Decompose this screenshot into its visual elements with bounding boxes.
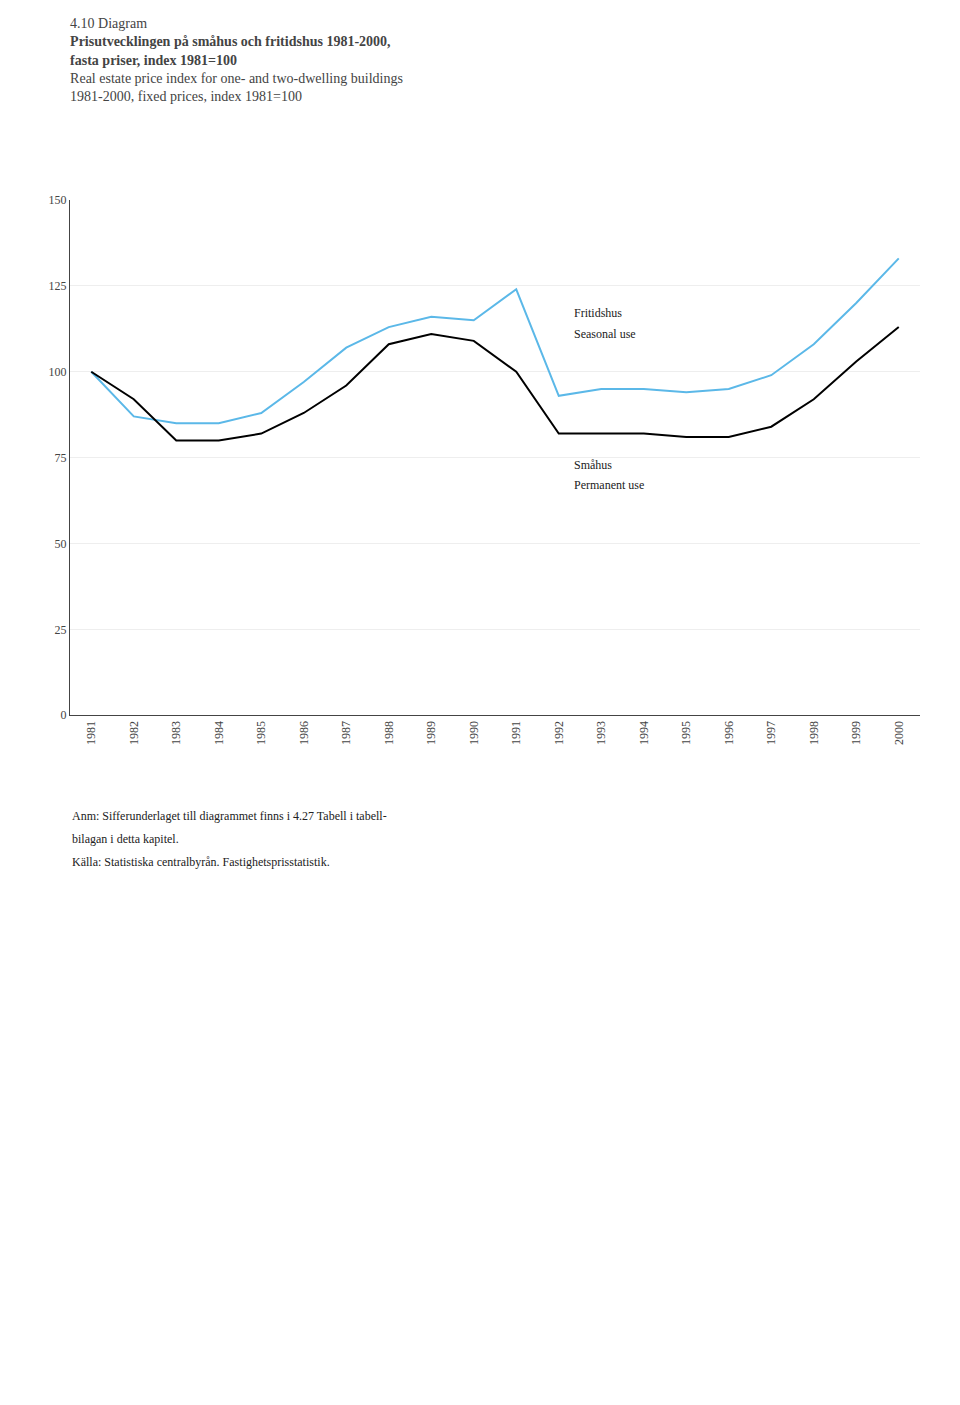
- svg-text:Anm: Sifferunderlaget till dia: Anm: Sifferunderlaget till diagrammet fi…: [72, 809, 387, 823]
- svg-text:1995: 1995: [679, 721, 693, 745]
- svg-text:1990: 1990: [467, 721, 481, 745]
- svg-text:4.10 DiagramPrisutvecklingen p: 4.10 DiagramPrisutvecklingen på småhus o…: [70, 16, 403, 104]
- svg-text:1988: 1988: [382, 721, 396, 745]
- svg-text:1984: 1984: [212, 721, 226, 745]
- svg-text:1985: 1985: [254, 721, 268, 745]
- svg-text:1986: 1986: [297, 721, 311, 745]
- svg-text:1998: 1998: [807, 721, 821, 745]
- svg-text:150: 150: [49, 193, 67, 207]
- svg-text:Källa: Statistiska centralbyrå: Källa: Statistiska centralbyrån. Fastigh…: [72, 855, 330, 869]
- svg-text:1987: 1987: [339, 721, 353, 745]
- svg-text:bilagan i detta kapitel.: bilagan i detta kapitel.: [72, 832, 179, 846]
- svg-text:0: 0: [61, 708, 67, 722]
- svg-text:1982: 1982: [127, 721, 141, 745]
- svg-text:Fritidshus: Fritidshus: [574, 306, 622, 320]
- svg-text:1991: 1991: [509, 721, 523, 745]
- svg-text:1996: 1996: [722, 721, 736, 745]
- svg-text:1999: 1999: [849, 721, 863, 745]
- svg-text:1989: 1989: [424, 721, 438, 745]
- svg-text:75: 75: [55, 451, 67, 465]
- svg-text:1981: 1981: [84, 721, 98, 745]
- svg-text:2000: 2000: [892, 721, 906, 745]
- svg-text:Permanent use: Permanent use: [574, 478, 644, 492]
- svg-text:Småhus: Småhus: [574, 458, 612, 472]
- svg-text:1983: 1983: [169, 721, 183, 745]
- svg-text:1993: 1993: [594, 721, 608, 745]
- svg-text:25: 25: [55, 623, 67, 637]
- svg-text:1997: 1997: [764, 721, 778, 745]
- svg-text:100: 100: [49, 365, 67, 379]
- svg-text:125: 125: [49, 279, 67, 293]
- svg-text:50: 50: [55, 537, 67, 551]
- svg-text:Seasonal use: Seasonal use: [574, 327, 636, 341]
- svg-text:1994: 1994: [637, 721, 651, 745]
- svg-text:1992: 1992: [552, 721, 566, 745]
